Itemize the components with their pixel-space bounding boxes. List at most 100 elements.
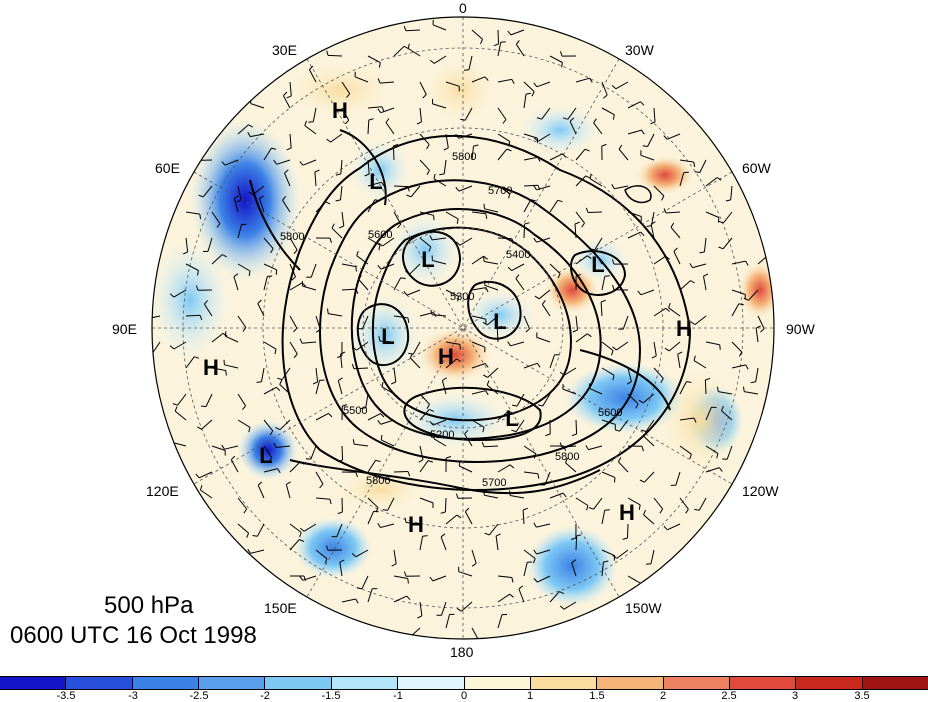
wind-barb xyxy=(315,497,331,500)
wind-barb-flag xyxy=(717,386,719,392)
wind-barb xyxy=(203,303,213,317)
wind-barb xyxy=(486,315,499,326)
wind-barb xyxy=(185,263,199,271)
wind-barb-flag xyxy=(604,509,610,511)
wind-barb xyxy=(497,78,512,83)
wind-barb xyxy=(367,460,377,473)
wind-barb xyxy=(667,523,681,531)
wind-barb xyxy=(541,304,551,317)
wind-barb-flag xyxy=(743,297,749,301)
wind-barb-flag xyxy=(378,62,381,68)
wind-barb xyxy=(419,81,427,95)
wind-barb xyxy=(200,489,213,499)
wind-barb xyxy=(282,199,291,213)
wind-barb-flag xyxy=(694,508,700,511)
low-pressure-center: L xyxy=(259,443,272,468)
wind-barb-flag xyxy=(407,317,410,323)
wind-barb-flag xyxy=(533,237,538,243)
wind-barb xyxy=(237,419,251,428)
wind-barb-flag xyxy=(562,117,568,120)
wind-barb-flag xyxy=(693,355,696,361)
wind-barb xyxy=(471,287,486,291)
wind-barb-flag xyxy=(533,558,536,564)
wind-barb xyxy=(601,81,608,96)
wind-barb-flag xyxy=(400,277,406,280)
wind-barb-flag xyxy=(689,454,692,460)
wind-barb-flag xyxy=(243,508,248,514)
wind-barb-flag xyxy=(355,288,359,294)
wind-barb-flag xyxy=(533,453,537,459)
wind-barb-flag xyxy=(617,457,622,463)
wind-barb-flag xyxy=(409,353,414,359)
colorbar-bin xyxy=(398,677,465,689)
wind-barb-flag xyxy=(248,427,251,433)
wind-barb xyxy=(523,362,538,369)
wind-barb-flag xyxy=(339,559,345,563)
wind-barb xyxy=(315,380,320,395)
wind-barb-flag xyxy=(699,251,705,254)
wind-barb xyxy=(731,303,740,317)
wind-barb xyxy=(642,393,655,404)
wind-barb-flag xyxy=(719,344,721,350)
wind-barb xyxy=(331,227,343,239)
wind-barb-flag xyxy=(663,525,668,531)
wind-barb-flag xyxy=(612,346,617,351)
wind-barb-flag xyxy=(445,456,452,459)
wind-barb xyxy=(575,535,578,551)
wind-barb xyxy=(627,211,642,217)
wind-barb xyxy=(523,156,538,161)
wind-barb xyxy=(237,497,248,510)
wind-barb xyxy=(152,341,161,354)
wind-barb xyxy=(538,289,551,300)
wind-barb-flag xyxy=(768,254,774,258)
wind-barb xyxy=(601,562,604,577)
wind-barb-flag xyxy=(533,578,538,583)
wind-barb-flag xyxy=(559,51,563,57)
wind-barb xyxy=(263,147,272,161)
wind-barb xyxy=(627,129,642,135)
wind-barb xyxy=(152,315,161,320)
wind-barb xyxy=(263,276,268,291)
wind-barb xyxy=(412,341,421,355)
wind-barb-flag xyxy=(248,270,251,276)
wind-barb-flag xyxy=(426,144,430,150)
wind-barb xyxy=(327,54,343,57)
wind-barb xyxy=(303,523,317,532)
wind-barb-flag xyxy=(340,351,346,355)
wind-barb xyxy=(367,199,376,213)
wind-barb-flag xyxy=(346,93,351,98)
wind-barb xyxy=(515,278,525,291)
colorbar-bin xyxy=(0,677,67,689)
longitude-label-150w: 150W xyxy=(625,600,662,616)
wind-barb xyxy=(207,237,213,252)
wind-barb xyxy=(407,48,421,57)
wind-barb xyxy=(185,314,201,317)
wind-barb xyxy=(356,255,369,265)
wind-barb-flag xyxy=(200,405,207,408)
wind-barb-flag xyxy=(725,199,731,202)
wind-barb xyxy=(341,445,344,461)
wind-barb-flag xyxy=(337,459,343,463)
wind-barb xyxy=(665,211,681,214)
wind-barb xyxy=(464,107,473,121)
wind-barb-flag xyxy=(360,407,366,409)
wind-barb xyxy=(705,406,712,421)
wind-barb-flag xyxy=(587,333,592,338)
wind-barb-flag xyxy=(665,307,670,312)
wind-barb xyxy=(471,341,486,348)
wind-barb-flag xyxy=(405,634,410,638)
wind-barb-flag xyxy=(690,321,696,326)
wind-barb xyxy=(593,497,603,510)
wind-barb-flag xyxy=(455,241,461,246)
wind-barb-flag xyxy=(612,375,615,381)
wind-barb-flag xyxy=(390,381,397,385)
wind-barb xyxy=(432,575,447,582)
wind-barb-flag xyxy=(221,444,225,450)
wind-barb-flag xyxy=(426,404,430,409)
wind-barb-flag xyxy=(335,199,341,202)
wind-barb xyxy=(755,367,759,382)
wind-barb xyxy=(730,185,733,200)
wind-barb xyxy=(367,55,381,64)
wind-barb-flag xyxy=(755,325,761,329)
